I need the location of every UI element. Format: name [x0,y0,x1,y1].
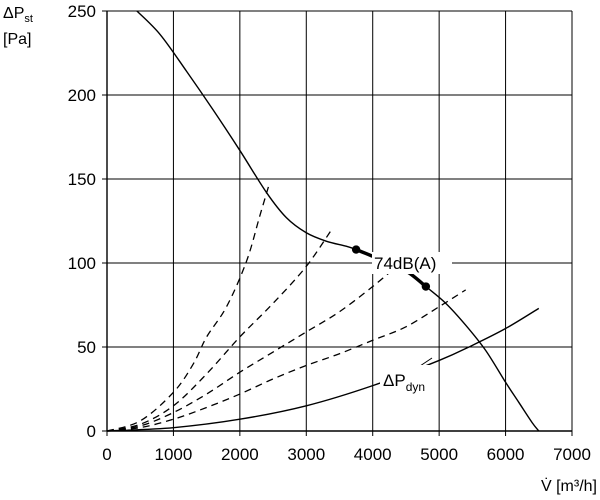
series [106,10,540,432]
x-tick-label: 1000 [155,445,193,464]
grid [107,10,573,431]
noise-level-label: 74dB(A) [374,254,436,273]
operating-point-marker [421,282,431,291]
system-curve-line [106,182,271,432]
y-tick-label: 100 [68,254,96,273]
x-tick-label: 5000 [420,445,458,464]
x-axis-label: V̇ [m³/h] [541,477,597,495]
y-tick-label: 150 [68,170,96,189]
y-axis-label: ΔPst [3,5,33,25]
noise-label-bg [372,252,452,274]
y-tick-label: 0 [87,422,96,441]
system-curve-line [106,227,334,432]
labels: 74dB(A) ΔPdyn ΔPst [Pa] V̇ [m³/h] [3,5,597,495]
x-tick-label: 6000 [487,445,525,464]
dynamic-pressure-line [106,307,540,432]
y-tick-label: 50 [77,338,96,357]
system-curve-line [106,289,467,432]
y-tick-label: 250 [68,2,96,21]
operating-point-marker [351,245,361,254]
x-tick-label: 3000 [287,445,325,464]
fan-curve-line [136,10,540,432]
system-curve-line [106,269,394,432]
x-tick-label: 2000 [221,445,259,464]
y-axis-unit-label: [Pa] [3,31,31,48]
y-tick-label: 200 [68,86,96,105]
dynamic-pressure-label: ΔPdyn [383,371,425,394]
dynamic-pressure-label-bg [380,365,432,391]
axes: 0 1000 2000 3000 4000 5000 6000 7000 0 50 100 150 20… [68,2,591,464]
x-tick-label: 0 [102,445,111,464]
x-tick-label: 4000 [354,445,392,464]
x-tick-label: 7000 [553,445,591,464]
